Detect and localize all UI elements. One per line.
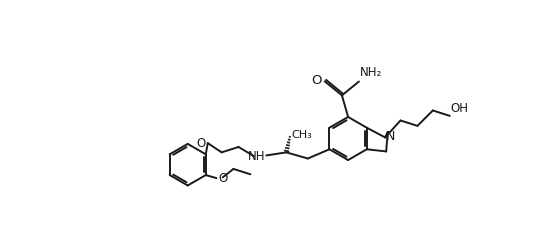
Text: CH₃: CH₃ xyxy=(292,130,312,140)
Text: NH: NH xyxy=(248,150,265,163)
Text: N: N xyxy=(386,130,395,143)
Text: OH: OH xyxy=(450,102,468,115)
Text: NH₂: NH₂ xyxy=(360,66,382,79)
Text: O: O xyxy=(218,173,227,185)
Text: O: O xyxy=(196,137,206,150)
Text: O: O xyxy=(311,74,322,87)
